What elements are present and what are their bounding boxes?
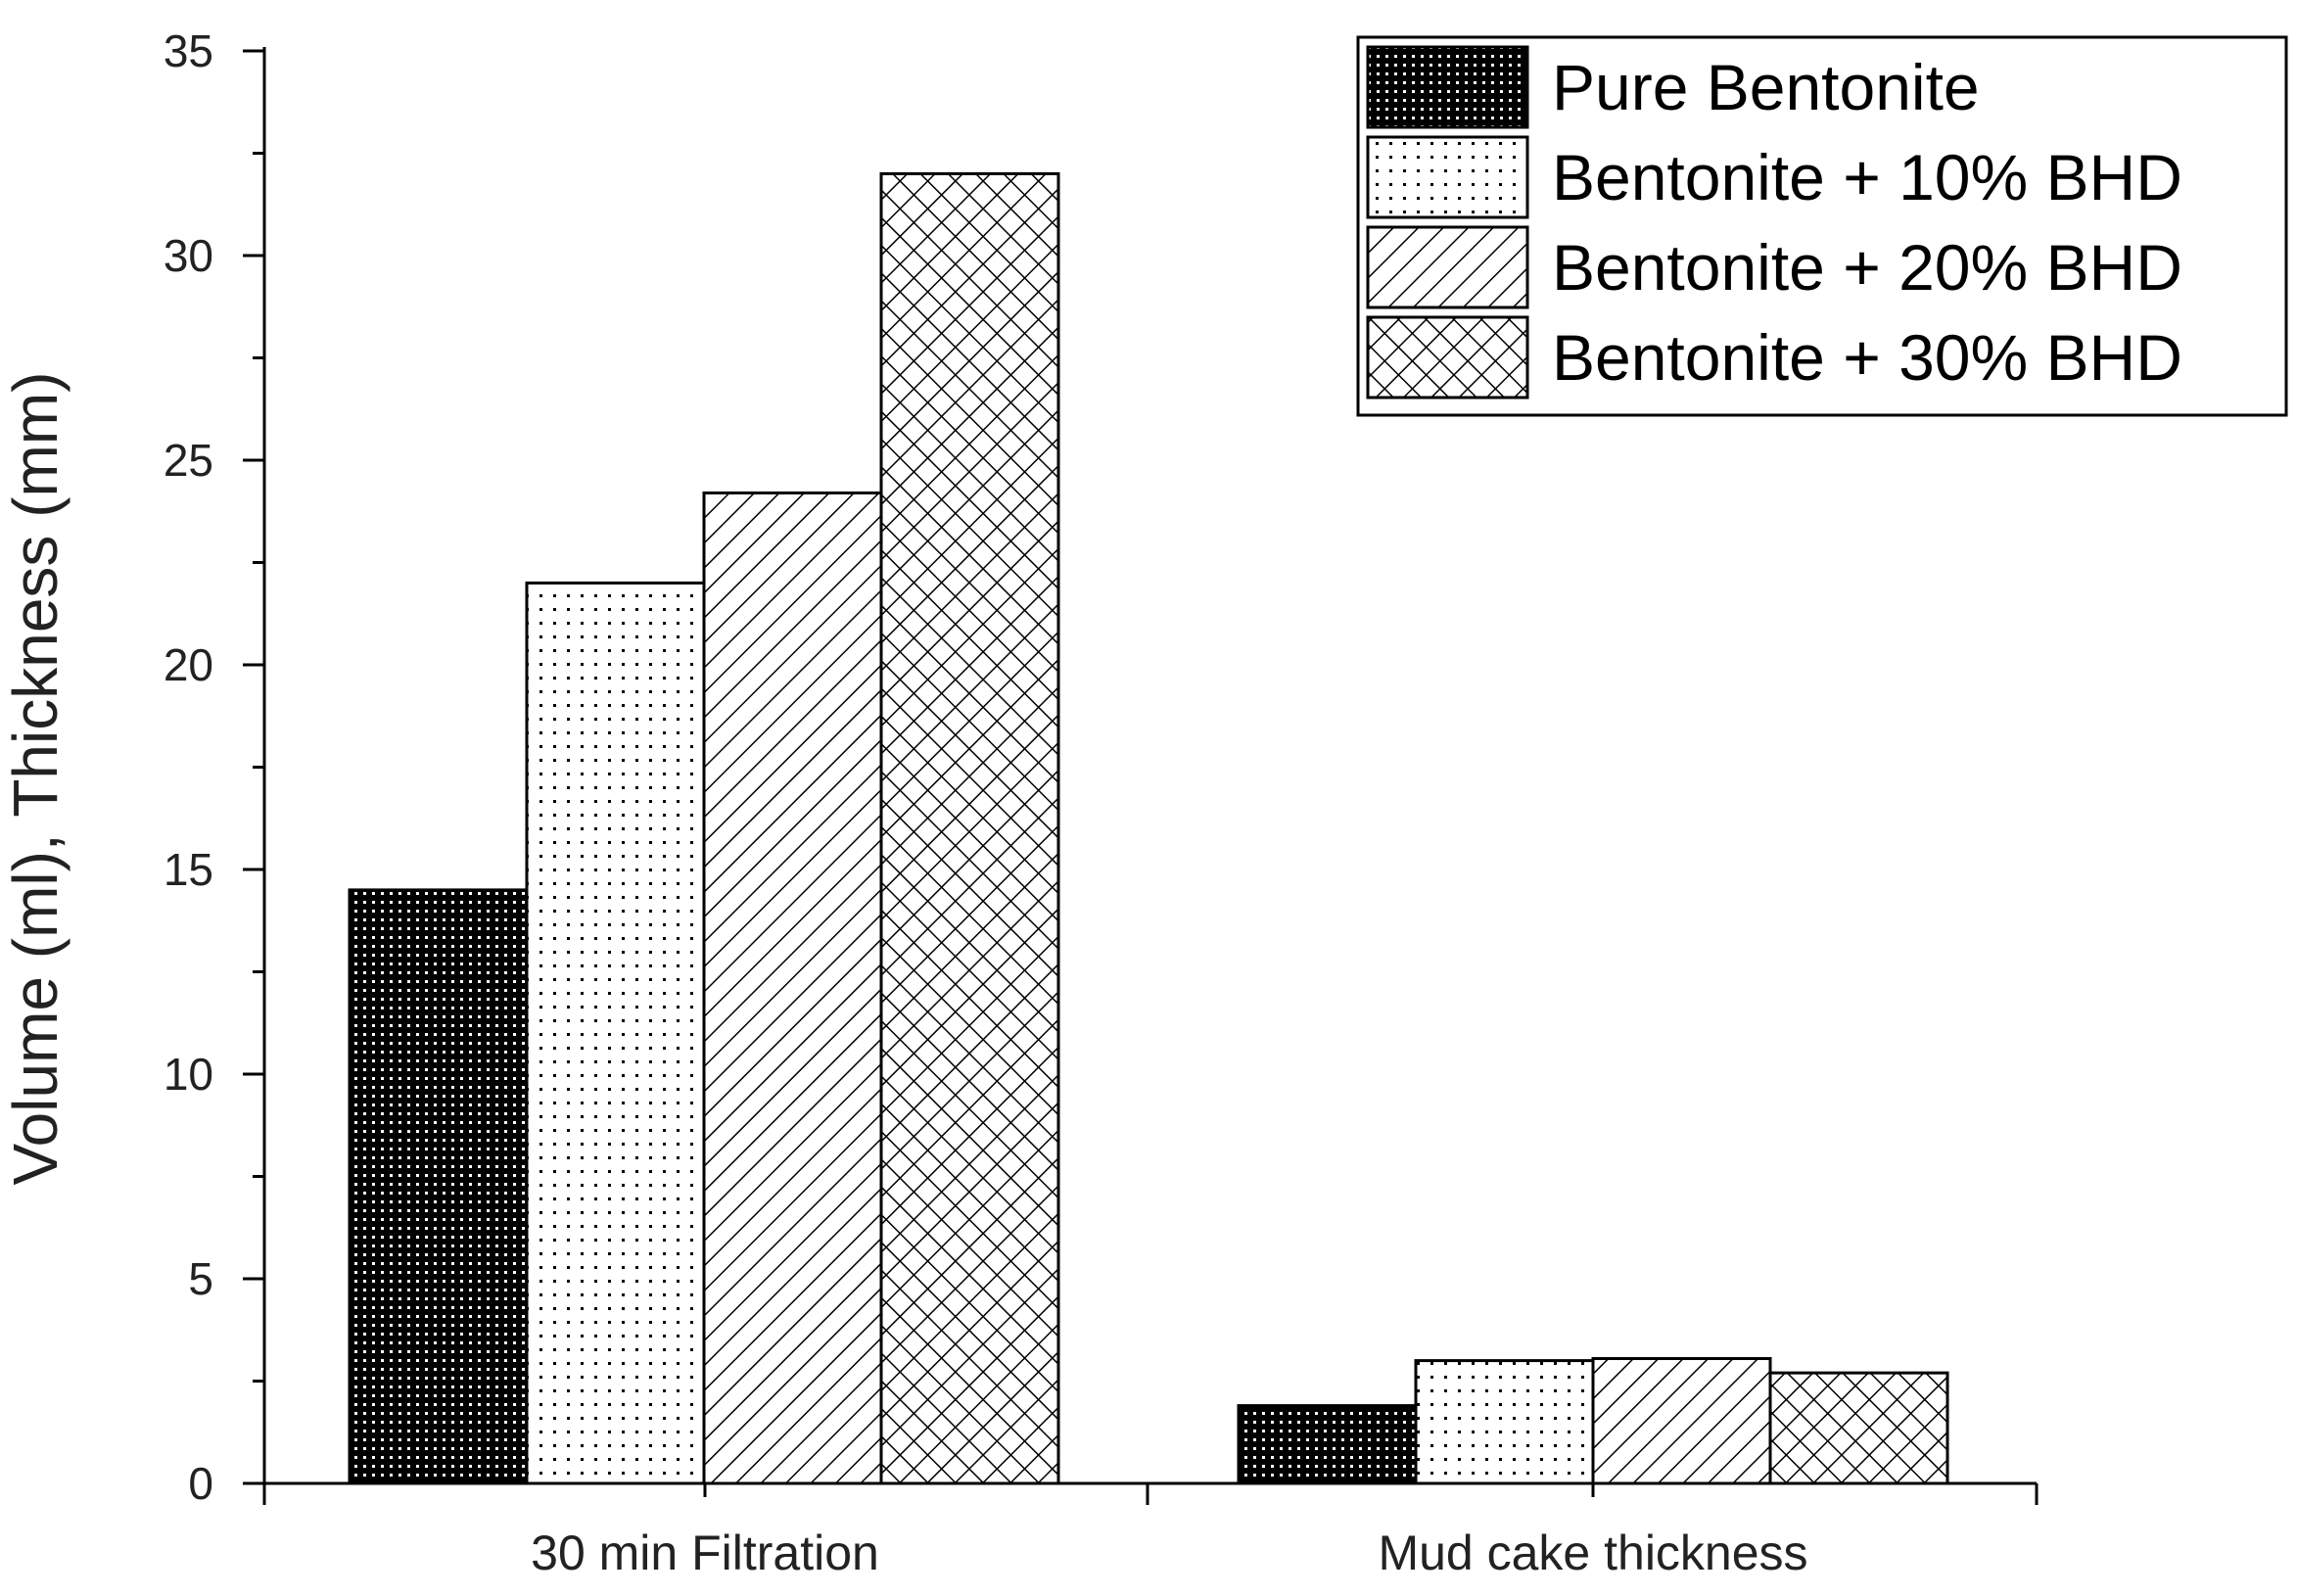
bars-group — [348, 171, 1949, 1485]
legend-label-1: Pure Bentonite — [1552, 51, 1980, 123]
bar-1-cat-2 — [1237, 1404, 1418, 1485]
x-category-label: 30 min Filtration — [531, 1526, 879, 1580]
y-tick-label: 5 — [188, 1253, 213, 1304]
bar-1-cat-1 — [348, 888, 529, 1485]
legend-swatch-1 — [1366, 45, 1529, 129]
legend-swatch-2 — [1366, 135, 1529, 219]
bar-3-cat-1 — [702, 491, 883, 1485]
y-tick-label: 0 — [188, 1458, 213, 1509]
legend-swatch-3 — [1366, 225, 1529, 309]
legend-swatch-4 — [1366, 315, 1529, 399]
bar-2-cat-2 — [1414, 1359, 1595, 1485]
x-category-label: Mud cake thickness — [1378, 1526, 1807, 1580]
y-tick-label: 10 — [164, 1049, 213, 1100]
legend-label-2: Bentonite + 10% BHD — [1552, 141, 2182, 213]
y-tick-label: 30 — [164, 230, 213, 281]
bar-2-cat-1 — [525, 581, 706, 1485]
y-tick-label: 20 — [164, 639, 213, 690]
y-tick-label: 25 — [164, 435, 213, 486]
y-tick-label: 15 — [164, 844, 213, 895]
y-tick-label: 35 — [164, 25, 213, 76]
legend-label-4: Bentonite + 30% BHD — [1552, 321, 2182, 394]
x-category-labels: 30 min Filtration Mud cake thickness — [531, 1526, 1807, 1580]
bar-4-cat-2 — [1768, 1371, 1949, 1485]
axes-group — [262, 47, 2039, 1505]
legend-label-3: Bentonite + 20% BHD — [1552, 231, 2182, 304]
bar-3-cat-2 — [1591, 1357, 1772, 1485]
bar-4-cat-1 — [879, 171, 1060, 1485]
legend: Pure Bentonite Bentonite + 10% BHD Bentoni… — [1356, 35, 2288, 417]
y-tick-group: 0 5 10 15 20 25 30 35 — [164, 25, 264, 1509]
y-axis-title: Volume (ml), Thickness (mm) — [0, 372, 70, 1186]
